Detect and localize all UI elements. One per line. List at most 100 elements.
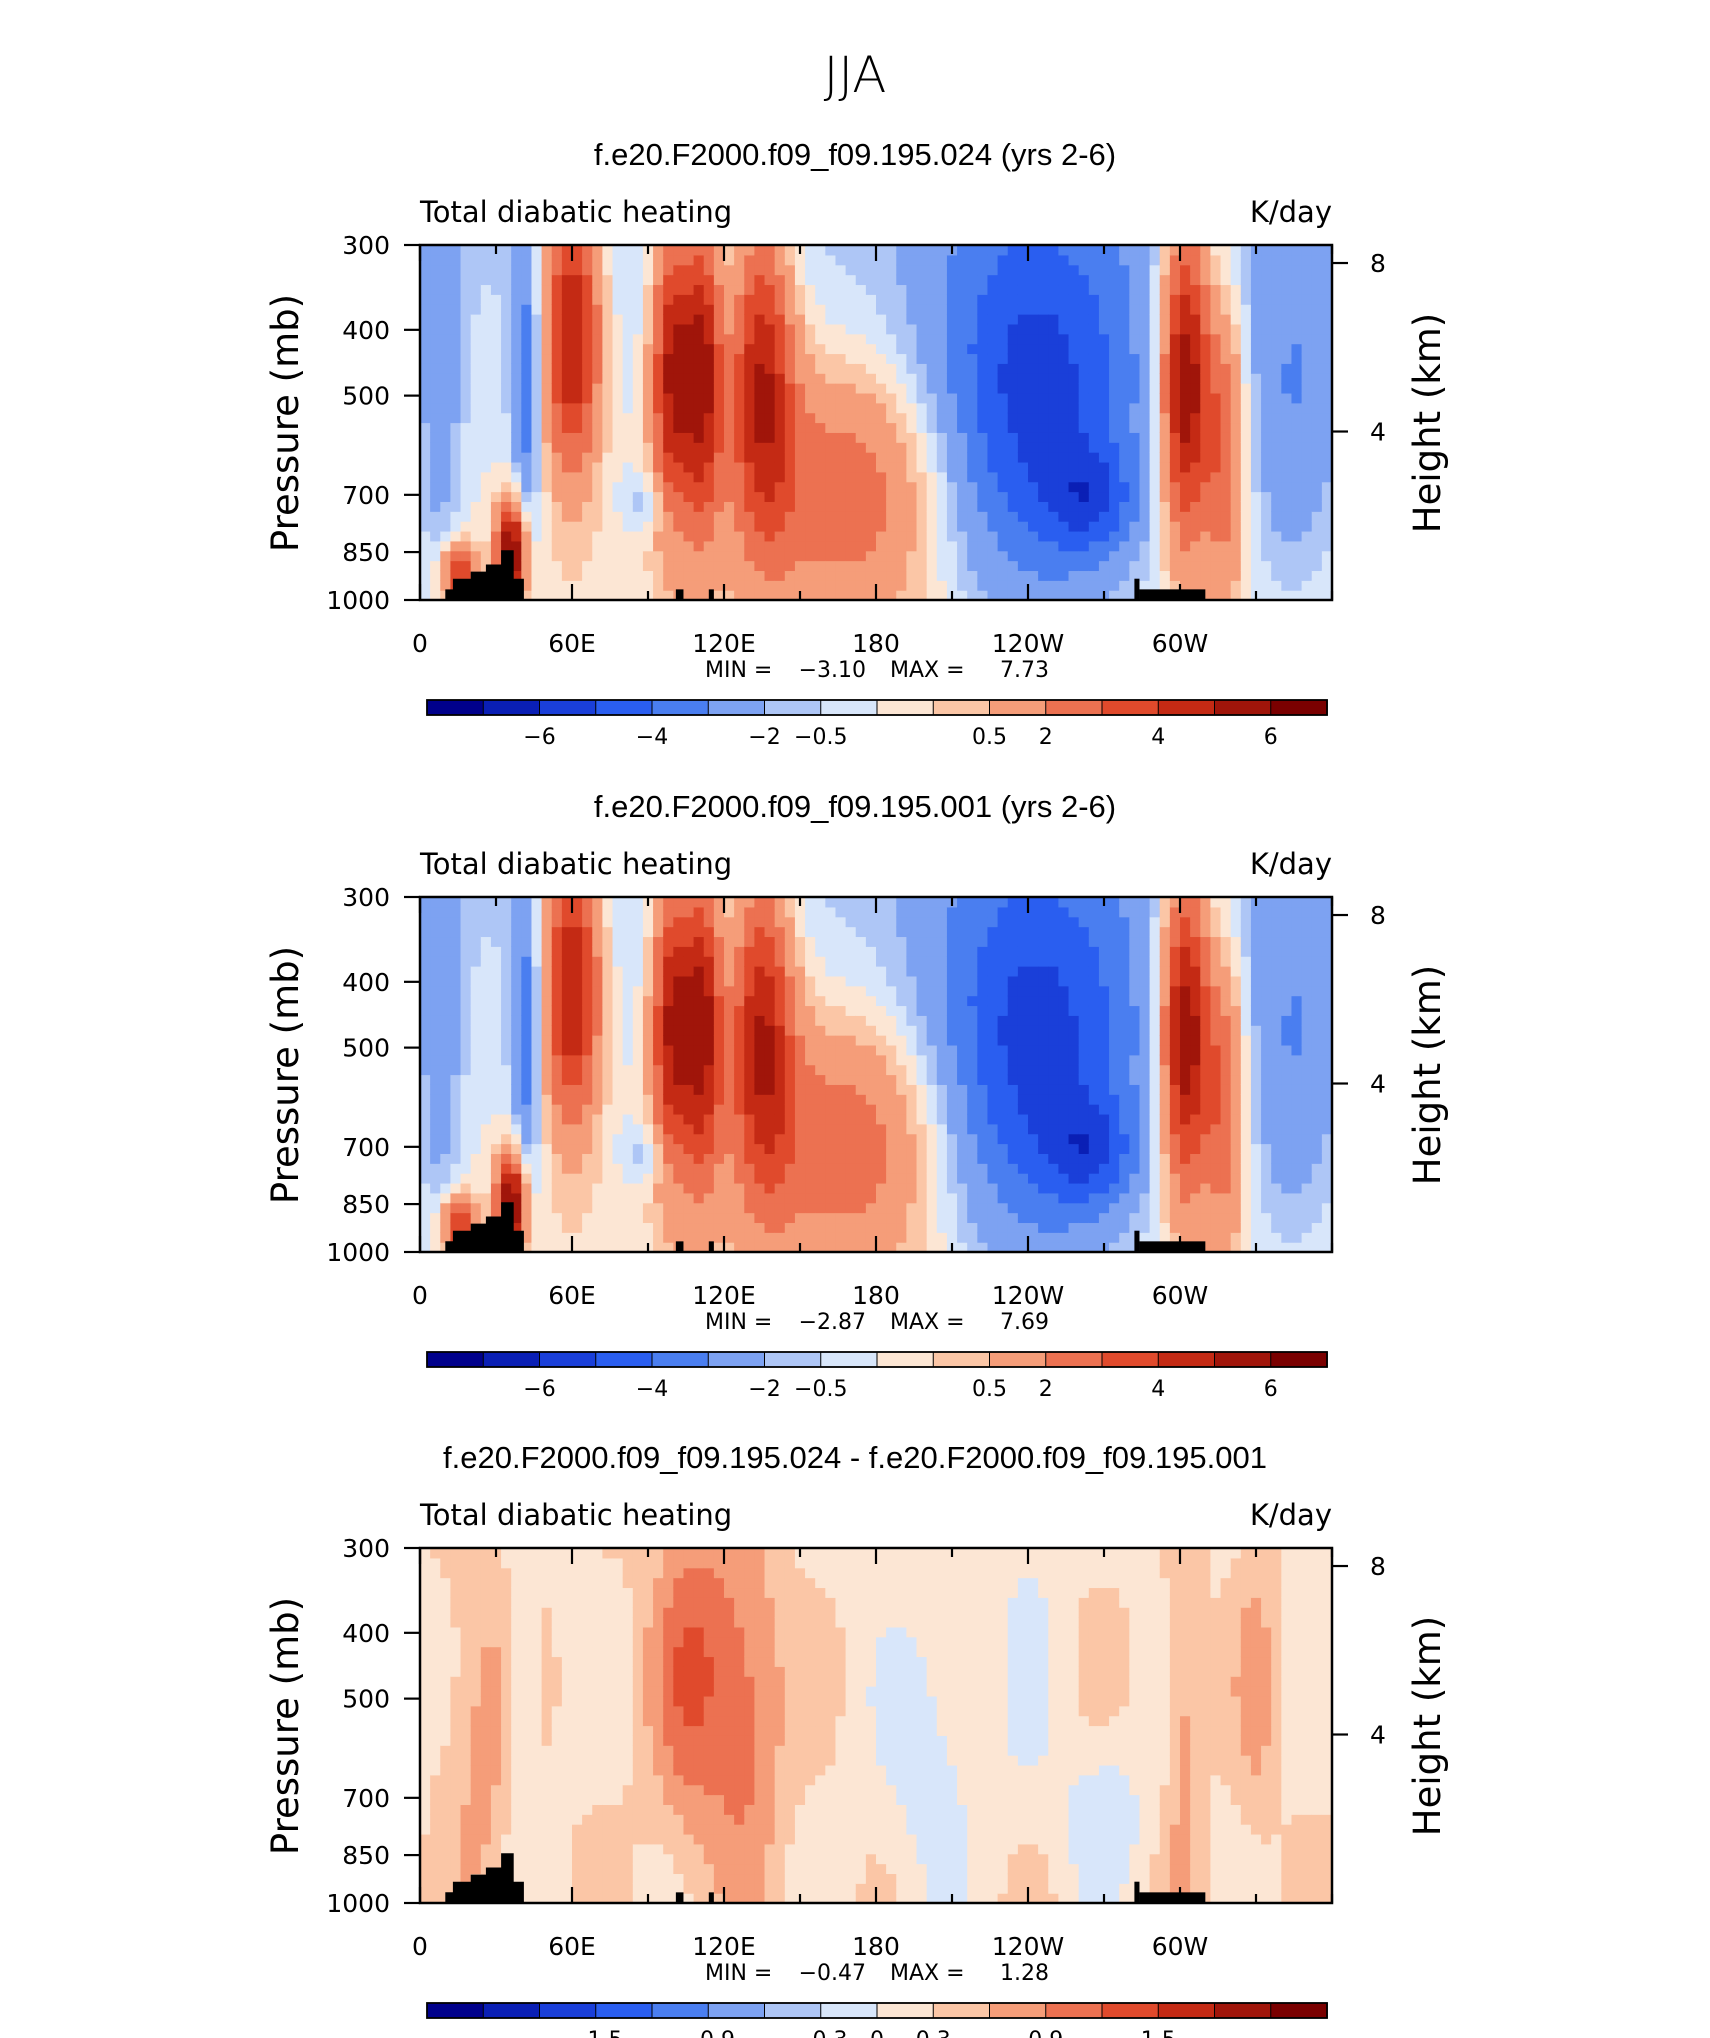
field-cell [1261,245,1272,256]
field-cell [693,1173,705,1184]
field-cell [754,254,766,266]
field-cell [501,461,512,473]
field-cell [663,323,674,335]
field-cell [1088,452,1100,463]
field-cell [551,1005,563,1016]
field-cell [835,343,847,355]
field-cell [430,995,441,1007]
field-cell [653,501,664,512]
field-cell [420,521,431,532]
field-cell [1281,264,1293,276]
field-cell [642,284,654,295]
field-cell [572,284,583,295]
field-cell [835,254,847,266]
field-cell [592,1123,603,1135]
field-cell [1048,491,1059,502]
field-cell [1078,590,1090,601]
field-cell [501,1025,512,1036]
field-cell [1068,264,1080,276]
field-cell [551,1104,563,1115]
field-cell [987,511,999,522]
field-cell [501,442,512,453]
field-cell [946,304,958,315]
field-cell [794,550,806,562]
field-cell [683,560,695,572]
field-cell [541,373,553,384]
field-cell [420,383,431,394]
field-cell [1271,402,1282,414]
field-cell [835,501,847,512]
field-cell [511,383,522,394]
field-cell [511,995,522,1007]
field-cell [602,1005,614,1016]
field-cell [1271,353,1282,364]
field-cell [511,1054,522,1066]
field-cell [693,461,705,473]
field-cell [1321,412,1333,424]
land-mask [1139,589,1206,600]
field-cell [663,422,674,433]
field-cell [1190,540,1201,552]
field-cell [501,975,512,987]
field-cell [845,1054,857,1066]
field-cell [511,481,522,493]
field-cell [805,570,816,581]
field-cell [734,245,745,256]
field-cell [612,284,624,295]
field-cell [1109,481,1120,493]
field-cell [602,580,614,591]
field-cell [906,540,918,552]
y-tick-label: 1000 [326,586,390,615]
field-cell [1230,442,1242,453]
field-cell [734,402,745,414]
field-cell [602,1044,614,1056]
field-cell [835,333,847,345]
field-cell [835,392,847,404]
field-cell [845,966,857,977]
field-cell [632,1242,644,1253]
field-cell [774,1025,786,1036]
field-cell [663,1163,674,1174]
field-cell [1159,402,1171,414]
field-cell [794,956,806,967]
field-cell [1068,461,1080,473]
field-cell [1281,471,1293,483]
field-cell [683,985,695,997]
field-cell [957,511,968,522]
field-cell [480,530,492,542]
field-cell [1230,304,1242,315]
field-cell [784,540,796,552]
field-cell [754,1232,766,1243]
field-cell [876,916,887,928]
field-cell [440,1054,451,1066]
field-cell [1109,314,1120,325]
field-cell [511,1153,522,1164]
field-cell [967,461,978,473]
field-cell [551,461,563,473]
field-cell [440,1074,451,1085]
field-cell [703,1064,715,1076]
field-cell [1321,392,1333,404]
field-cell [1190,333,1201,345]
field-cell [845,304,857,315]
field-cell [1007,402,1019,414]
field-cell [815,1182,826,1194]
field-cell [683,1005,695,1016]
field-cell [967,343,978,355]
field-cell [936,412,948,424]
field-cell [825,1025,837,1036]
field-cell [521,1232,533,1243]
field-cell [1311,412,1323,424]
field-cell [450,946,462,957]
field-cell [572,1025,583,1036]
field-cell [794,916,806,928]
field-cell [784,461,796,473]
field-cell [774,985,786,997]
field-cell [541,264,553,276]
field-cell [551,560,563,572]
field-cell [1220,580,1232,591]
field-cell [683,1113,695,1125]
field-cell [957,570,968,581]
field-cell [784,936,796,947]
field-cell [683,422,695,433]
